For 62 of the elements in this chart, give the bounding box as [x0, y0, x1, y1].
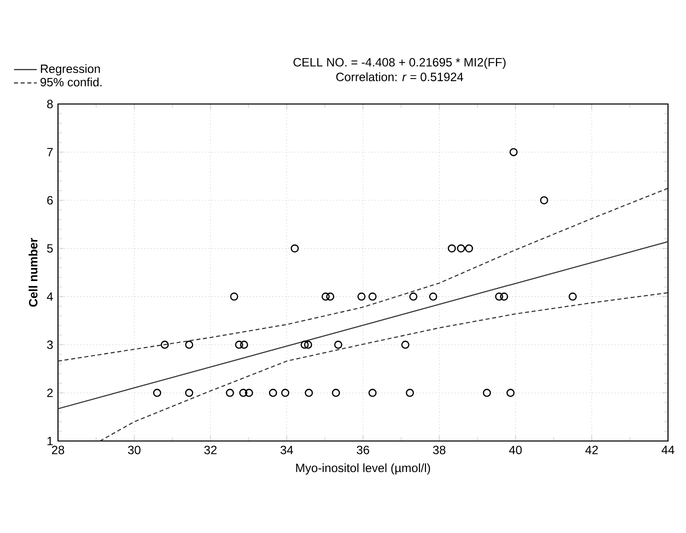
- point: [281, 388, 290, 397]
- point: [495, 292, 504, 301]
- x-tick-label: 30: [128, 446, 140, 454]
- point: [185, 340, 194, 349]
- point: [230, 292, 238, 301]
- point: [304, 388, 313, 397]
- y-tick-label: 5: [47, 244, 53, 253]
- x-tick-label: 34: [280, 446, 294, 454]
- point: [300, 340, 309, 349]
- y-tick-label: 7: [47, 148, 53, 156]
- point: [185, 388, 194, 397]
- point: [568, 292, 577, 301]
- point: [368, 388, 377, 397]
- point: [239, 388, 248, 397]
- point: [153, 388, 162, 397]
- point: [268, 388, 278, 397]
- chart-title: CELL NO. = -4.408 + 0.21695 * MI2(FF): [293, 58, 506, 69]
- point: [464, 244, 474, 252]
- point: [506, 388, 515, 397]
- point: [401, 340, 410, 349]
- point: [429, 292, 438, 301]
- point: [368, 292, 377, 301]
- y-tick-label: 1: [48, 436, 53, 446]
- y-tick-label: 4: [46, 292, 53, 301]
- point: [160, 340, 169, 349]
- x-tick-label: 38: [433, 446, 446, 454]
- point: [456, 244, 466, 252]
- legend-label: 95% confid.: [40, 78, 102, 86]
- x-tick-label: 36: [356, 446, 370, 454]
- point: [406, 388, 414, 397]
- point: [510, 148, 518, 156]
- y-tick-label: 3: [47, 340, 53, 349]
- point: [326, 292, 334, 301]
- point: [500, 292, 508, 301]
- chart-subtitle: Correlation: r = 0.51924: [336, 72, 464, 82]
- y-tick-label: 8: [47, 100, 53, 108]
- x-tick-label: 44: [662, 446, 674, 454]
- point: [226, 388, 234, 397]
- point: [322, 292, 330, 301]
- x-tick-label: 40: [509, 446, 522, 454]
- x-tick-label: 42: [585, 446, 598, 454]
- x-axis-title: Myo-inositol level (µmol/l): [296, 463, 430, 475]
- point: [334, 340, 342, 349]
- x-tick-label: 32: [204, 446, 217, 454]
- line-series: [58, 188, 668, 362]
- point: [304, 340, 312, 349]
- point: [244, 388, 254, 397]
- y-tick-label: 6: [47, 196, 53, 205]
- point: [235, 340, 244, 349]
- point: [482, 388, 491, 397]
- point: [409, 292, 418, 301]
- point: [448, 244, 456, 252]
- point: [357, 292, 366, 301]
- point: [540, 196, 548, 204]
- y-axis-title: Cell number: [28, 238, 38, 307]
- point: [290, 244, 299, 252]
- legend-label: Regression: [40, 64, 100, 76]
- line-series: [99, 292, 668, 442]
- point: [240, 340, 248, 349]
- point: [332, 388, 340, 397]
- x-tick-label: 28: [52, 446, 64, 454]
- y-tick-label: 2: [47, 388, 53, 398]
